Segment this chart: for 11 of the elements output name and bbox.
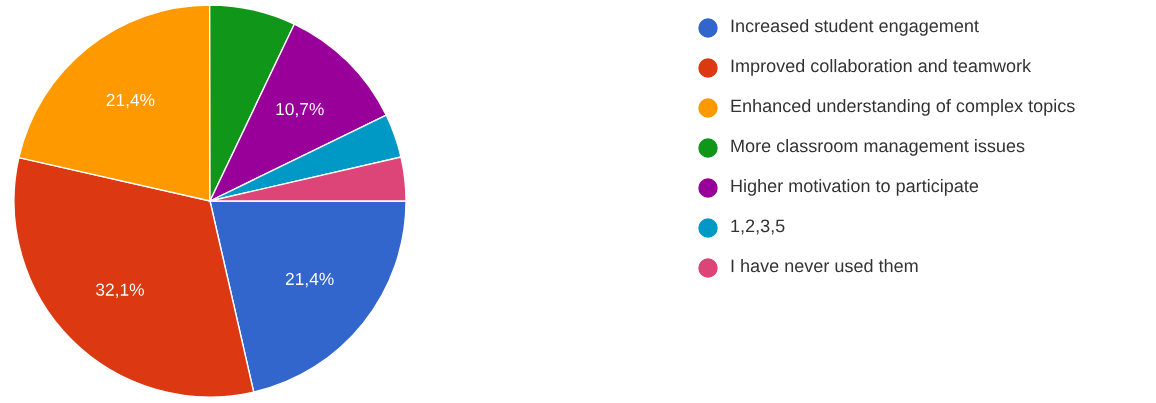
legend-label: Improved collaboration and teamwork xyxy=(731,59,1032,76)
legend-label: Higher motivation to participate xyxy=(731,179,979,196)
data-label: 21,4% xyxy=(106,93,155,109)
data-label: 32,1% xyxy=(96,283,144,298)
data-label: 10,7% xyxy=(276,102,324,118)
legend-label: Increased student engagement xyxy=(731,19,979,36)
data-label: 21,4% xyxy=(285,272,334,288)
legend-label: More classroom management issues xyxy=(731,139,1025,156)
legend-label: I have never used them xyxy=(731,259,918,273)
legend-label: 1,2,3,5 xyxy=(731,219,785,235)
legend-label: Enhanced understanding of complex topics xyxy=(731,99,1075,116)
